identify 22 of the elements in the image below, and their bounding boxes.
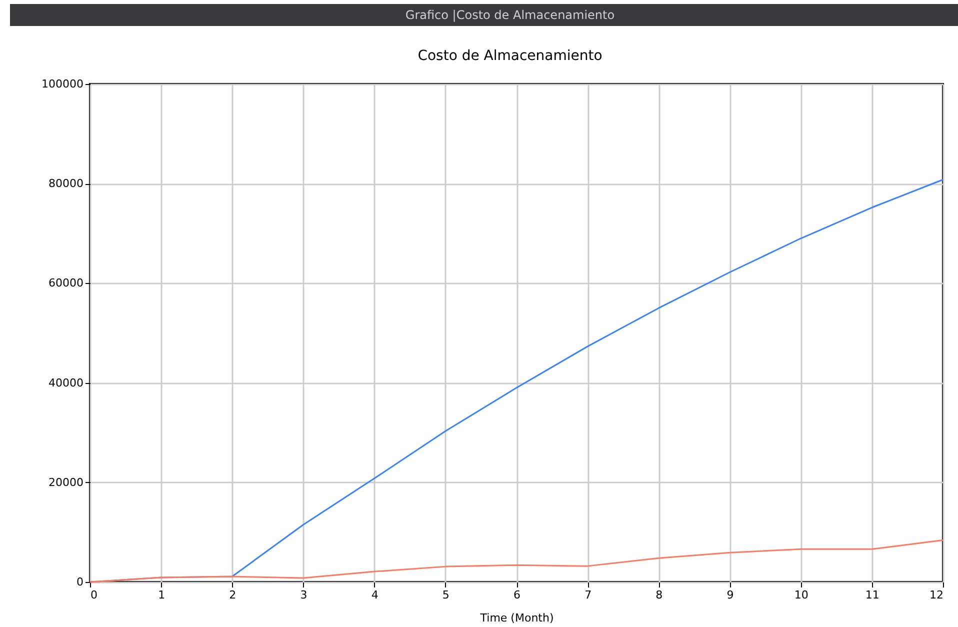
chart-title: Costo de Almacenamiento	[418, 48, 602, 64]
x-tick-label: 5	[442, 588, 450, 602]
y-tick-label: 0	[76, 576, 84, 588]
x-tick-label: 10	[794, 588, 808, 602]
y-tick-label: 40000	[48, 376, 84, 390]
x-tick-label: 7	[584, 588, 592, 602]
y-tick-label: 100000	[42, 78, 84, 90]
x-tick-label: 9	[726, 588, 734, 602]
x-tick-label: 12	[930, 588, 944, 602]
x-tick-label: 6	[514, 588, 520, 602]
x-tick-label: 1	[158, 588, 166, 602]
x-tick-label: 8	[656, 588, 663, 602]
x-tick-label: 3	[300, 588, 308, 602]
x-tick-label: 11	[865, 588, 880, 602]
y-tick-label: 80000	[48, 177, 84, 190]
x-tick-label: 4	[371, 588, 378, 602]
y-tick-label: 20000	[48, 476, 84, 489]
text: Grafico |Costo de Almacenamiento	[405, 8, 615, 22]
x-tick-label: 2	[229, 588, 236, 602]
x-tick-label: 0	[90, 588, 98, 602]
x-axis-title: Time (Month)	[479, 612, 554, 624]
y-tick-label: 60000	[48, 276, 84, 290]
